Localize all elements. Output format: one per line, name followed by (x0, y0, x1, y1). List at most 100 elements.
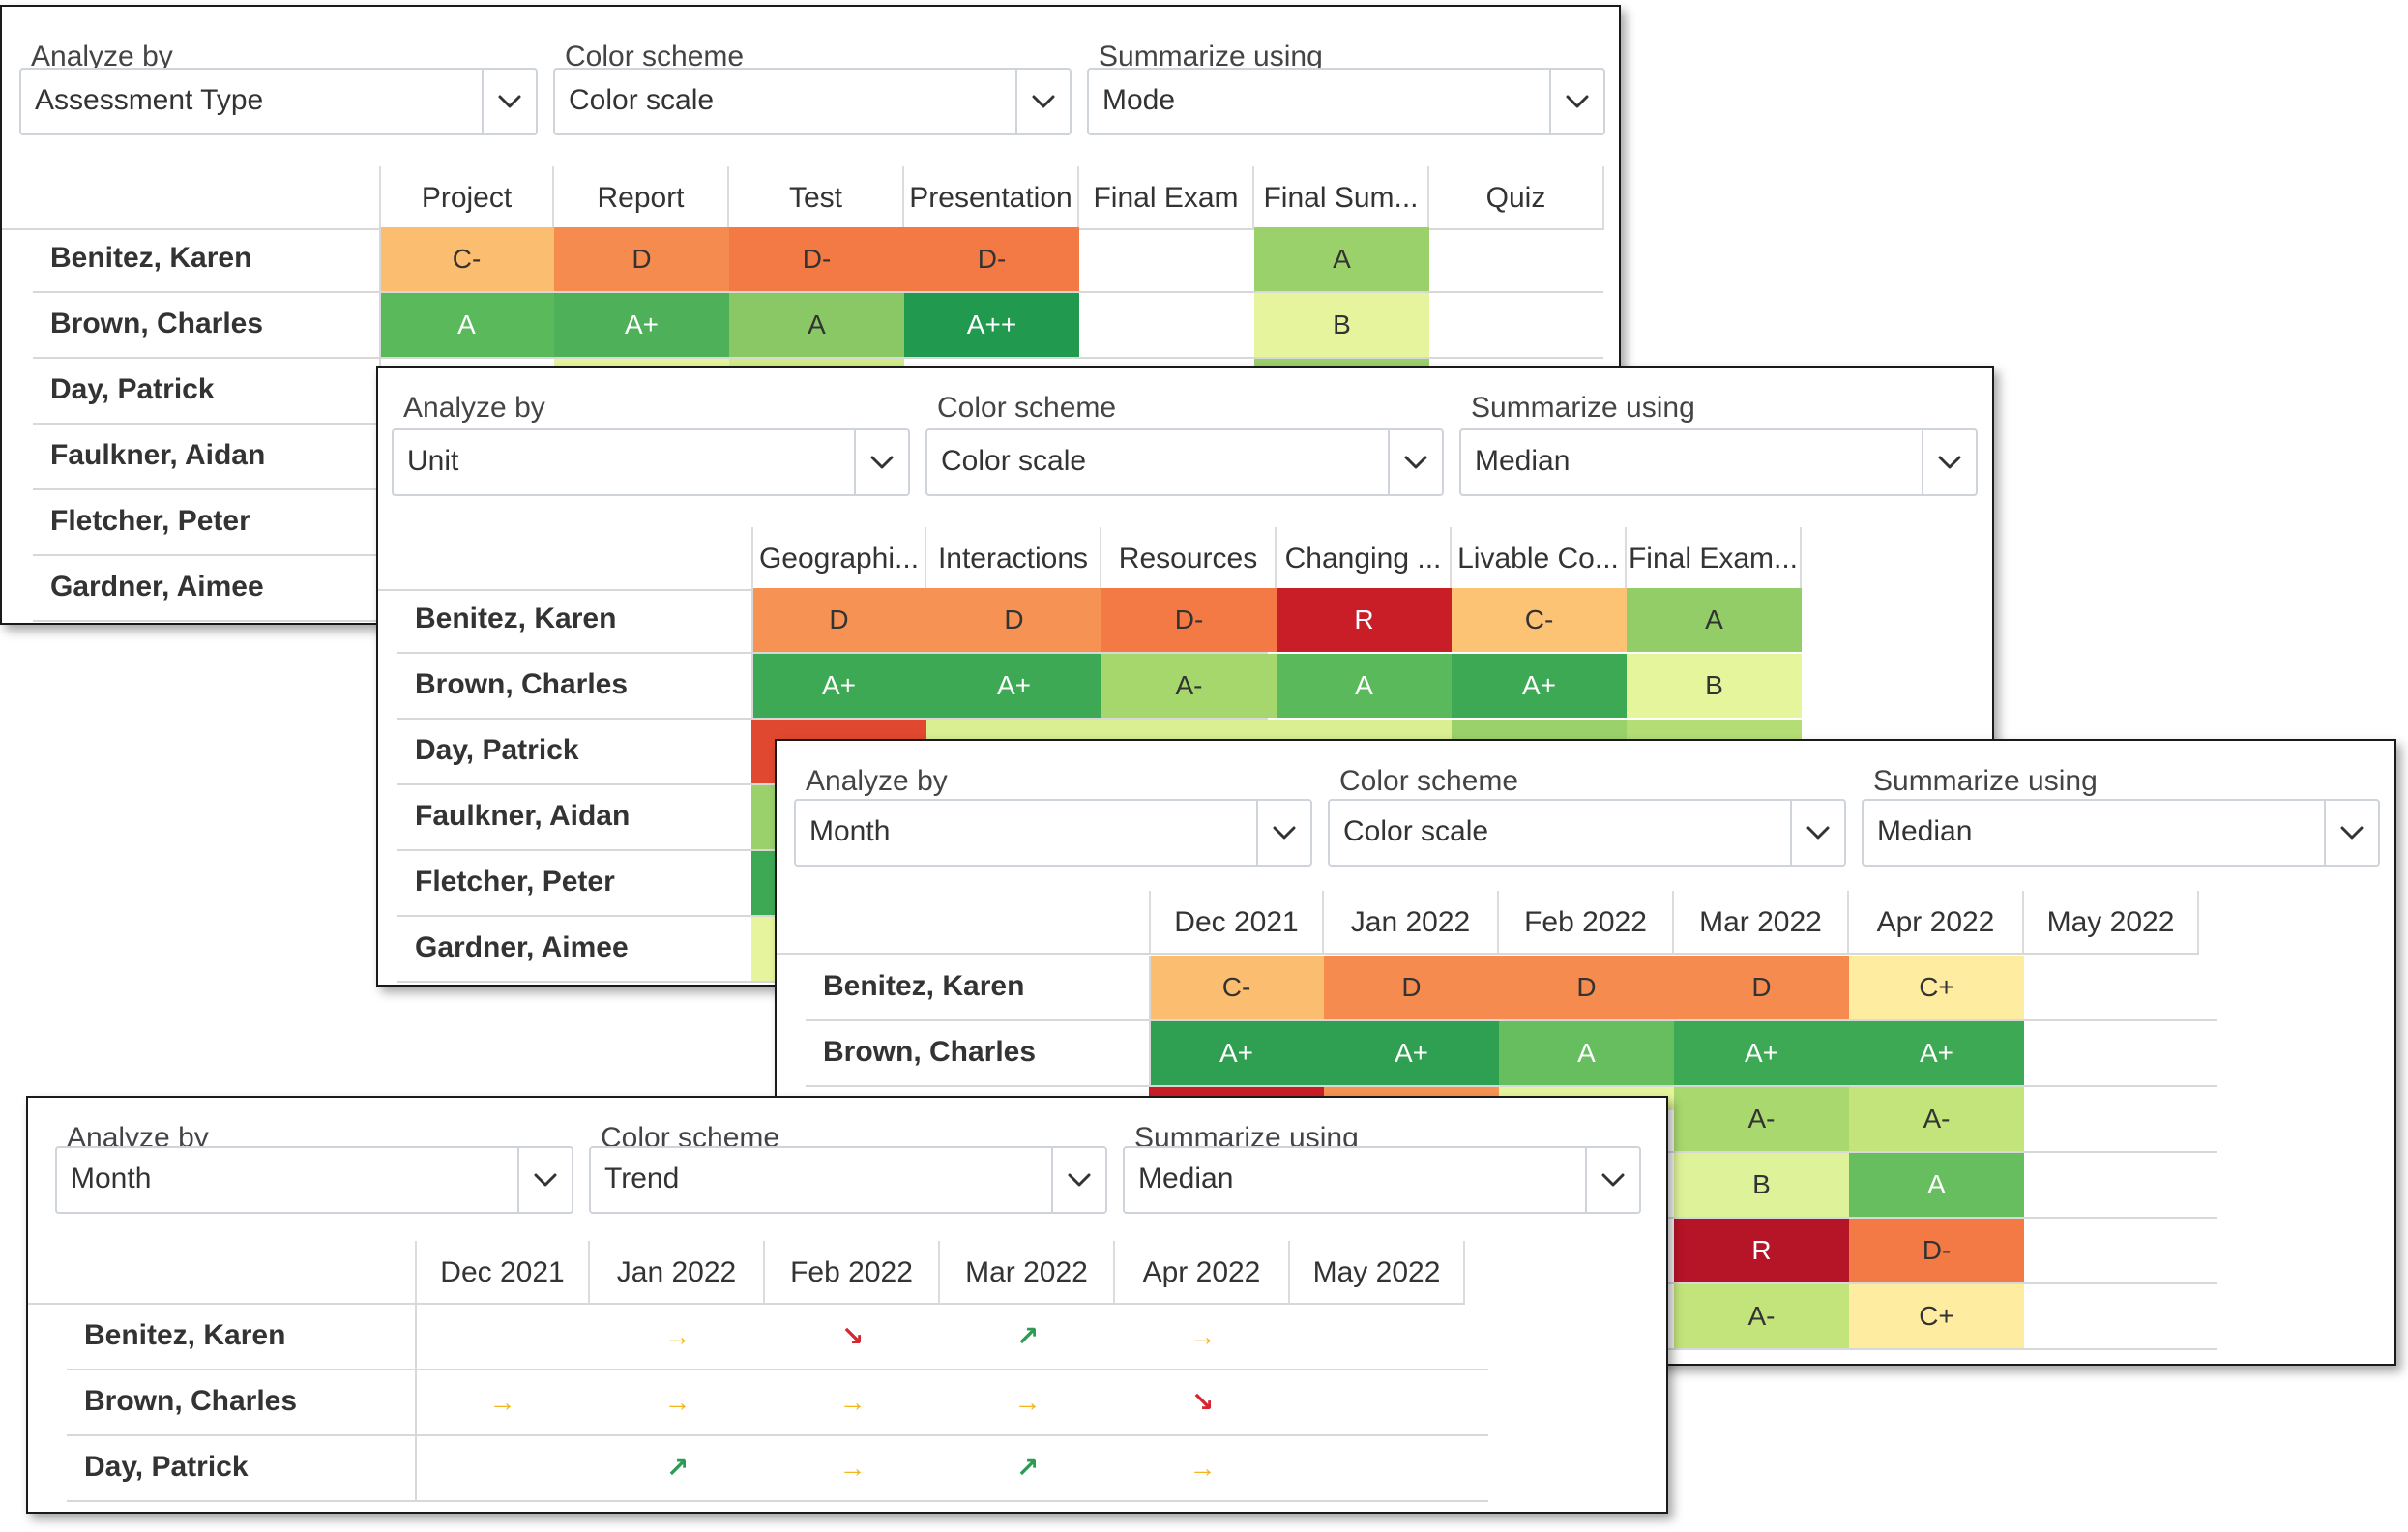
grade-cell[interactable]: A+ (1324, 1021, 1499, 1085)
column-header[interactable]: Mar 2022 (1674, 891, 1849, 954)
column-header[interactable]: May 2022 (1290, 1241, 1465, 1304)
grade-cell[interactable]: D (751, 588, 926, 652)
student-name[interactable]: Brown, Charles (823, 1036, 1037, 1068)
dropdown-toggle[interactable] (1051, 1148, 1105, 1212)
column-header[interactable]: Resources (1101, 527, 1277, 590)
student-name[interactable]: Day, Patrick (50, 373, 215, 405)
grade-cell[interactable]: A- (1849, 1087, 2024, 1151)
column-header[interactable]: Livable Co... (1452, 527, 1627, 590)
column-header[interactable]: Final Sum... (1254, 166, 1429, 229)
dropdown-toggle[interactable] (1256, 801, 1310, 865)
student-name[interactable]: Benitez, Karen (415, 603, 617, 634)
student-name[interactable]: Faulkner, Aidan (50, 439, 266, 471)
column-header[interactable]: Changing ... (1277, 527, 1452, 590)
grade-cell[interactable]: D- (1101, 588, 1277, 652)
grade-cell[interactable]: A+ (554, 293, 729, 357)
grade-cell[interactable]: A (1627, 588, 1802, 652)
grade-cell[interactable]: A++ (904, 293, 1079, 357)
color-scheme-select[interactable]: Color scale (553, 68, 1072, 135)
column-header[interactable]: Test (729, 166, 904, 229)
student-name[interactable]: Brown, Charles (84, 1385, 298, 1417)
column-header[interactable]: Final Exam... (1627, 527, 1802, 590)
student-name[interactable]: Gardner, Aimee (415, 931, 629, 963)
grade-cell[interactable]: R (1277, 588, 1452, 652)
column-header[interactable]: Jan 2022 (1324, 891, 1499, 954)
grade-cell[interactable]: B (1627, 654, 1802, 718)
grade-cell[interactable]: A (1254, 227, 1429, 291)
grade-cell[interactable]: D- (1849, 1219, 2024, 1282)
grade-cell[interactable]: A+ (1849, 1021, 2024, 1085)
column-header[interactable]: Feb 2022 (1499, 891, 1674, 954)
dropdown-toggle[interactable] (1585, 1148, 1639, 1212)
column-header[interactable]: Interactions (926, 527, 1101, 590)
grade-cell[interactable]: D- (729, 227, 904, 291)
student-name[interactable]: Faulkner, Aidan (415, 800, 631, 832)
column-header[interactable]: Presentation (904, 166, 1079, 229)
column-header[interactable]: Mar 2022 (940, 1241, 1115, 1304)
grade-cell[interactable]: R (1674, 1219, 1849, 1282)
grade-cell[interactable]: A+ (1674, 1021, 1849, 1085)
analyze-by-select[interactable]: Month (55, 1146, 573, 1214)
column-header[interactable]: Quiz (1429, 166, 1604, 229)
grade-cell[interactable]: A+ (751, 654, 926, 718)
grade-cell[interactable]: B (1254, 293, 1429, 357)
grade-cell[interactable]: D (1324, 956, 1499, 1019)
grade-cell[interactable]: D- (904, 227, 1079, 291)
grade-cell[interactable]: A+ (1149, 1021, 1324, 1085)
column-header[interactable]: Dec 2021 (1149, 891, 1324, 954)
student-name[interactable]: Benitez, Karen (50, 242, 252, 274)
student-name[interactable]: Benitez, Karen (84, 1319, 286, 1351)
student-name[interactable]: Fletcher, Peter (50, 505, 250, 537)
column-header[interactable]: Final Exam (1079, 166, 1254, 229)
column-header[interactable]: Report (554, 166, 729, 229)
analyze-by-select[interactable]: Unit (392, 428, 910, 496)
student-name[interactable]: Brown, Charles (50, 308, 264, 339)
grade-cell[interactable]: C+ (1849, 1284, 2024, 1348)
column-header[interactable]: Jan 2022 (590, 1241, 765, 1304)
grade-cell[interactable]: B (1674, 1153, 1849, 1217)
summarize-using-select[interactable]: Median (1123, 1146, 1641, 1214)
dropdown-toggle[interactable] (1388, 430, 1442, 494)
dropdown-toggle[interactable] (1922, 430, 1976, 494)
column-header[interactable]: Dec 2021 (415, 1241, 590, 1304)
dropdown-toggle[interactable] (1549, 70, 1603, 133)
grade-cell[interactable]: A (1499, 1021, 1674, 1085)
grade-cell[interactable]: A- (1674, 1087, 1849, 1151)
grade-cell[interactable]: A (379, 293, 554, 357)
grade-cell[interactable]: A (1849, 1153, 2024, 1217)
grade-cell[interactable]: C- (1149, 956, 1324, 1019)
column-header[interactable]: Feb 2022 (765, 1241, 940, 1304)
grade-cell[interactable]: D (926, 588, 1101, 652)
grade-cell[interactable]: D (554, 227, 729, 291)
student-name[interactable]: Day, Patrick (415, 734, 579, 766)
grade-cell[interactable]: A- (1674, 1284, 1849, 1348)
color-scheme-select[interactable]: Color scale (925, 428, 1444, 496)
grade-cell[interactable]: A+ (926, 654, 1101, 718)
color-scheme-select[interactable]: Trend (589, 1146, 1107, 1214)
summarize-using-select[interactable]: Median (1862, 799, 2380, 867)
column-header[interactable]: Geographi... (751, 527, 926, 590)
column-header[interactable]: May 2022 (2024, 891, 2199, 954)
grade-cell[interactable]: A (729, 293, 904, 357)
student-name[interactable]: Benitez, Karen (823, 970, 1025, 1002)
summarize-using-select[interactable]: Median (1459, 428, 1978, 496)
grade-cell[interactable]: A- (1101, 654, 1277, 718)
column-header[interactable]: Apr 2022 (1849, 891, 2024, 954)
dropdown-toggle[interactable] (517, 1148, 572, 1212)
column-header[interactable]: Project (379, 166, 554, 229)
color-scheme-select[interactable]: Color scale (1328, 799, 1846, 867)
analyze-by-select[interactable]: Month (794, 799, 1312, 867)
student-name[interactable]: Fletcher, Peter (415, 866, 615, 898)
analyze-by-select[interactable]: Assessment Type (19, 68, 538, 135)
student-name[interactable]: Day, Patrick (84, 1451, 249, 1483)
dropdown-toggle[interactable] (2324, 801, 2378, 865)
grade-cell[interactable]: A+ (1452, 654, 1627, 718)
student-name[interactable]: Brown, Charles (415, 668, 629, 700)
summarize-using-select[interactable]: Mode (1087, 68, 1605, 135)
dropdown-toggle[interactable] (482, 70, 536, 133)
grade-cell[interactable]: C+ (1849, 956, 2024, 1019)
dropdown-toggle[interactable] (854, 430, 908, 494)
grade-cell[interactable]: A (1277, 654, 1452, 718)
grade-cell[interactable]: C- (379, 227, 554, 291)
dropdown-toggle[interactable] (1015, 70, 1070, 133)
